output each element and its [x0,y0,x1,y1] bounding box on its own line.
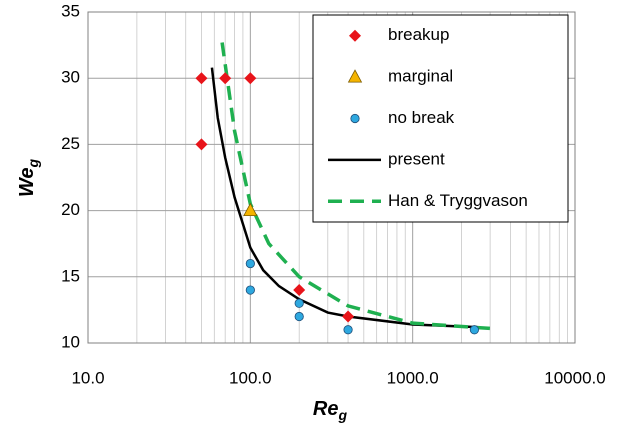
series-line [220,42,491,331]
y-tick-label: 20 [61,200,80,219]
marker [469,325,479,335]
legend-label: Han & Tryggvason [388,191,528,210]
marker [195,72,208,85]
y-tick-label: 30 [61,68,80,87]
x-axis-title: Reg [313,398,348,422]
x-tick-label: 1000.0 [387,368,439,387]
y-tick-label: 25 [61,134,80,153]
marker [245,285,255,295]
x-label-sub: g [338,407,348,423]
x-tick-label: 100.0 [229,368,272,387]
y-label: We [16,167,38,197]
marker [293,284,306,297]
y-label-sub: g [25,158,41,168]
y-tick-label: 15 [61,266,80,285]
y-tick-label: 10 [61,332,80,351]
marker [243,202,258,217]
marker [245,258,255,269]
marker [294,311,304,322]
marker [195,138,208,151]
y-axis-title: Weg [16,158,40,197]
plot-frame [87,11,576,344]
legend-label: no break [388,108,455,127]
marker [347,69,363,83]
marker [342,310,355,323]
marker [349,29,361,42]
marker [244,72,257,85]
legend-label: breakup [388,25,449,44]
y-tick-label: 35 [61,1,80,20]
marker [219,72,232,85]
legend-label: marginal [388,67,453,86]
legend-label: present [388,149,445,168]
marker [350,113,360,124]
x-tick-label: 10000.0 [544,368,605,387]
marker [294,298,304,308]
x-label: Re [313,398,339,420]
x-tick-label: 10.0 [71,368,104,387]
series-line [210,67,478,329]
marker [343,325,353,335]
